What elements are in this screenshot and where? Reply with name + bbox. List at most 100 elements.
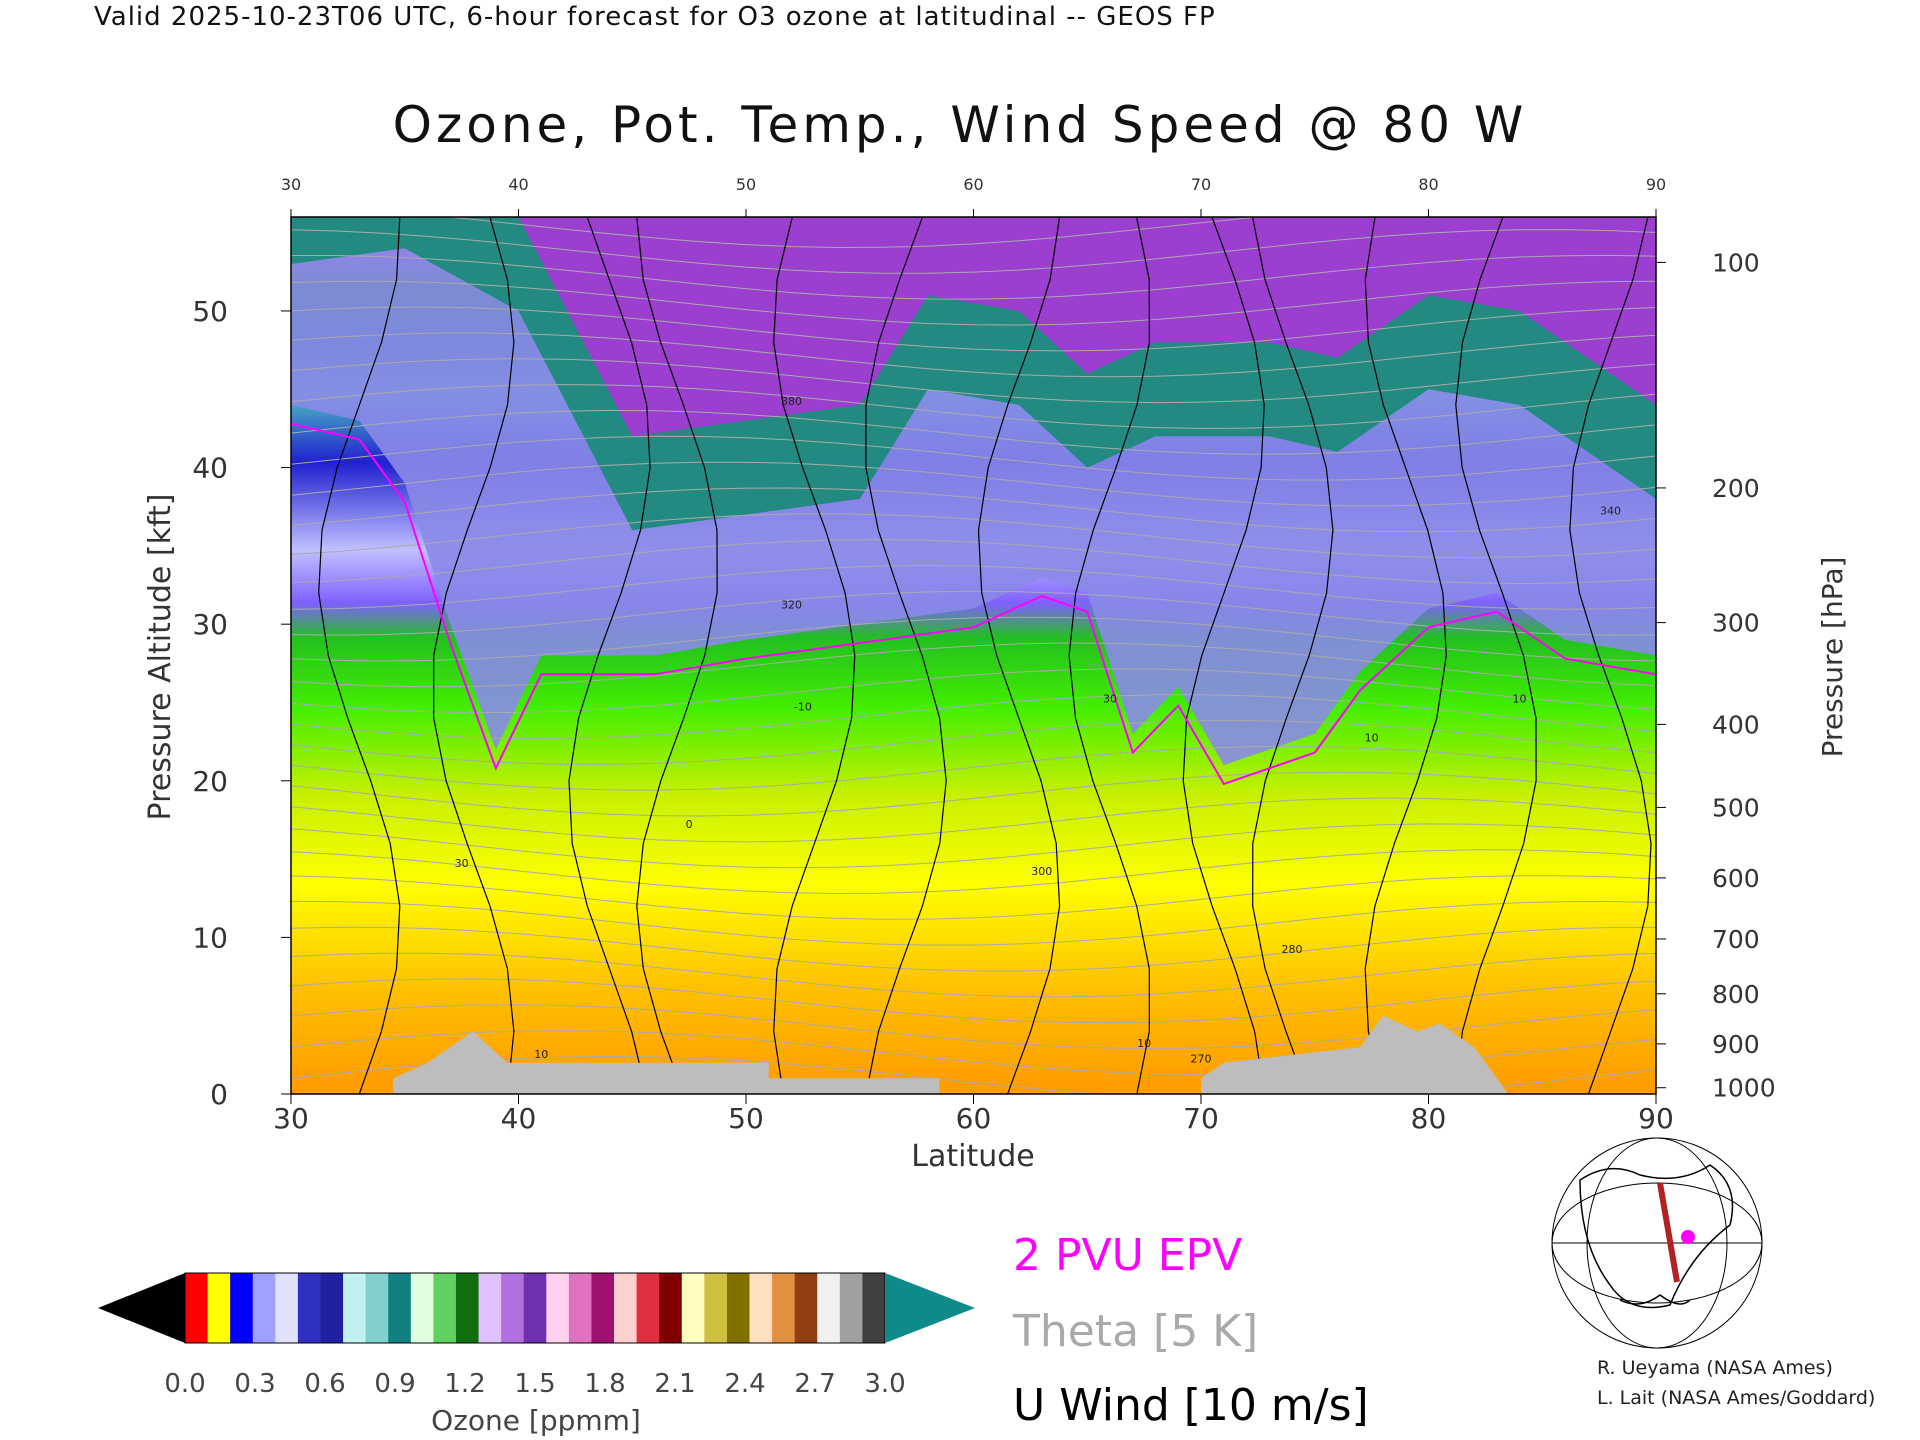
theta-line [291,745,1656,791]
y-axis-label: Pressure Altitude [kft] [143,494,178,821]
pressure-tick-label: 200 [1712,474,1760,503]
x-tick-label: 30 [273,1102,309,1135]
pressure-tick-label: 800 [1712,980,1760,1009]
theta-line [291,926,1656,972]
theta-line [291,797,1656,843]
x-tick-label-top: 50 [736,175,756,194]
wind-line [1569,217,1652,1094]
theta-line [291,616,1656,662]
contour-label: 340 [1600,505,1621,518]
y-tick-label: 20 [192,765,228,798]
credit-line-2: L. Lait (NASA Ames/Goddard) [1597,1387,1875,1409]
wind-line [1182,217,1265,1094]
contour-label: 300 [1031,865,1052,878]
theta-line [291,849,1656,895]
colorbar-swatch [388,1273,412,1343]
theta-line [443,217,1264,249]
colorbar-swatches [184,1272,886,1344]
terrain-profile [291,1015,1656,1094]
colorbar-tick-label: 3.0 [864,1369,905,1399]
wind-line [1068,217,1151,1094]
pressure-tick-label: 100 [1712,248,1760,277]
pressure-axis-label: Pressure [hPa] [1816,557,1849,758]
map-marker [1681,1230,1695,1244]
x-tick-label: 70 [1183,1102,1219,1135]
locator-map [1551,1137,1763,1349]
colorbar-tick-label: 1.5 [514,1369,555,1399]
colorbar-swatch [636,1273,660,1343]
pressure-tick-label: 1000 [1712,1074,1776,1103]
colorbar-swatch [297,1273,321,1343]
contour-label: -10 [794,700,812,713]
legend-epv: 2 PVU EPV [1013,1230,1242,1281]
contour-label: 380 [781,395,802,408]
wind-line [433,217,515,1094]
x-tick-label-top: 30 [281,175,301,194]
theta-line [291,642,1656,688]
x-tick-label-top: 60 [963,175,983,194]
colorbar-swatch [365,1273,389,1343]
theta-line [291,694,1656,739]
legend-theta: Theta [5 K] [1012,1306,1258,1357]
colorbar-ticks: 0.0 0.3 0.6 0.9 1.2 1.5 1.8 2.1 2.4 2.7 3.0 [164,1369,905,1399]
x-tick-label: 80 [1411,1102,1447,1135]
theta-line [291,461,1656,507]
x-tick-label: 50 [728,1102,764,1135]
contour-label: 270 [1191,1053,1212,1066]
y-tick-label: 10 [192,921,228,954]
theta-line [291,952,1656,998]
x-tick-label-top: 90 [1646,175,1666,194]
colorbar: 0.0 0.3 0.6 0.9 1.2 1.5 1.8 2.1 2.4 2.7 3.0 Ozone … [98,1272,975,1437]
colorbar-swatch [410,1273,434,1343]
y-tick-label: 40 [192,452,228,485]
theta-line [291,254,1656,300]
wind-line [1252,217,1334,1094]
top-ozone-region [291,217,1656,437]
colorbar-swatch [230,1273,254,1343]
x-tick-label: 40 [501,1102,537,1135]
colorbar-swatch [320,1273,344,1343]
pressure-tick-label: 900 [1712,1030,1760,1059]
pressure-axis-ticks: 100 200 300 400 500 600 700 800 900 1000 [1656,248,1776,1103]
valid-time-header: Valid 2025-10-23T06 UTC, 6-hour forecast… [94,2,1216,32]
colorbar-swatch [839,1273,863,1343]
colorbar-swatch [343,1273,367,1343]
theta-line [291,564,1656,610]
theta-line [291,719,1656,765]
colorbar-swatch [252,1273,276,1343]
theta-line [291,384,1656,429]
theta-line [291,435,1656,481]
colorbar-tick-label: 0.3 [234,1369,275,1399]
wind-line [636,217,718,1094]
colorbar-swatch [614,1273,638,1343]
colorbar-tick-label: 2.1 [654,1369,695,1399]
colorbar-swatch [817,1273,841,1343]
colorbar-low-arrow [98,1273,185,1343]
x-tick-label-top: 80 [1418,175,1438,194]
colorbar-swatch [862,1273,886,1343]
wind-line [1364,217,1447,1094]
theta-line [291,358,1656,404]
theta-line [291,332,1656,378]
pressure-tick-label: 400 [1712,710,1760,739]
colorbar-tick-label: 0.0 [164,1369,205,1399]
contour-label: 10 [1513,692,1527,705]
wind-line [318,217,401,1094]
colorbar-swatch [568,1273,592,1343]
wind-line [977,217,1061,1094]
colorbar-swatch [794,1273,818,1343]
epv-2pvu-contour [291,422,1656,786]
theta-line [291,771,1656,817]
colorbar-swatch [501,1273,525,1343]
wind-line [1455,217,1537,1094]
theta-line [291,590,1656,636]
theta-line [291,280,1656,326]
theta-line [291,409,1656,455]
y-axis-ticks: 0 10 20 30 40 50 [192,295,291,1111]
colorbar-swatch [726,1273,751,1343]
theta-line [291,229,1656,274]
x-tick-label: 90 [1638,1102,1674,1135]
contour-label: 10 [1365,732,1379,745]
